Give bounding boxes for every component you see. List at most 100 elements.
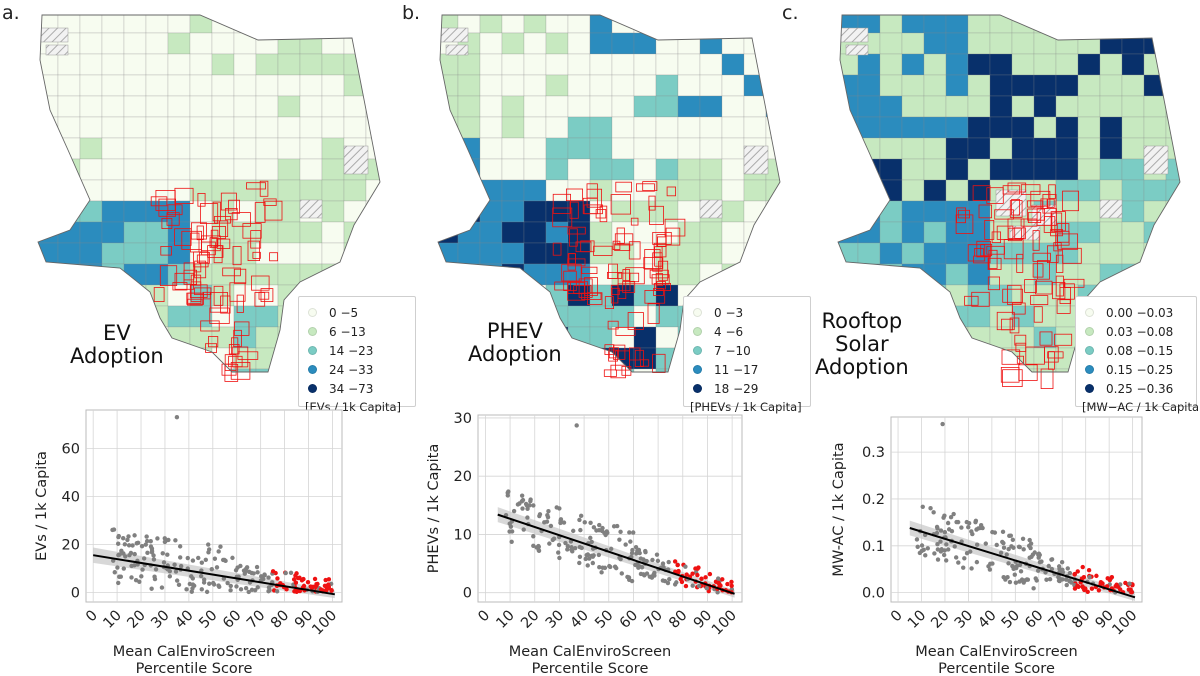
tract <box>1165 53 1180 76</box>
tract <box>945 158 969 181</box>
tract <box>277 242 301 265</box>
tract <box>633 95 657 118</box>
plot-area <box>477 414 743 603</box>
x-axis-label: Percentile Score <box>136 661 253 676</box>
tract <box>567 368 591 372</box>
tract <box>879 263 903 286</box>
legend-item: 0.00 −0.03 <box>1082 303 1190 322</box>
dac-tract-outline <box>996 311 1015 331</box>
county-outline <box>37 14 381 373</box>
tract <box>945 74 969 97</box>
tract <box>365 158 380 181</box>
dac-tract-outline <box>1002 369 1023 388</box>
tract <box>38 284 59 307</box>
tract <box>277 53 301 76</box>
tract <box>1121 95 1145 118</box>
x-axis-label: Mean CalEnviroScreen <box>509 644 671 660</box>
data-point <box>1067 570 1073 576</box>
tract <box>299 263 323 286</box>
data-point <box>557 555 562 561</box>
data-point <box>519 493 525 498</box>
tract <box>479 32 503 55</box>
tract <box>721 137 745 160</box>
tract <box>945 137 969 160</box>
tract <box>633 32 657 55</box>
data-point <box>1003 577 1008 582</box>
x-tick-label: 0 <box>83 608 101 626</box>
tract <box>838 179 859 202</box>
tract <box>1143 179 1167 202</box>
dac-tract-outline <box>655 273 663 287</box>
tract <box>277 347 301 370</box>
data-point <box>137 579 142 584</box>
data-point <box>1004 552 1009 557</box>
data-point <box>199 560 205 565</box>
tract <box>321 263 345 286</box>
tract <box>299 53 323 76</box>
y-tick-label: 0 <box>71 585 80 601</box>
tract <box>989 116 1013 139</box>
tract <box>901 200 925 223</box>
x-tick-label: 10 <box>905 608 929 632</box>
tract <box>677 116 701 139</box>
tract <box>923 95 947 118</box>
data-point <box>578 513 584 519</box>
data-point <box>966 521 972 526</box>
tract <box>457 179 481 202</box>
tract <box>438 284 459 307</box>
tract <box>123 200 147 223</box>
tract <box>765 137 780 160</box>
dac-tract-outline <box>651 274 670 285</box>
tract <box>743 242 767 265</box>
tract <box>945 242 969 265</box>
data-point <box>190 576 195 581</box>
data-point <box>589 539 594 545</box>
tract <box>1077 221 1101 244</box>
data-point <box>141 556 147 561</box>
dac-tract-outline <box>971 291 990 307</box>
legend-unit-label: [PHEVs / 1k Capita] <box>690 400 802 414</box>
dac-tract-outline <box>628 347 641 361</box>
tract <box>79 284 103 307</box>
dac-tract-outline <box>653 287 664 296</box>
dac-tract-outline <box>194 260 207 279</box>
data-point <box>116 534 121 540</box>
tract <box>101 53 125 76</box>
data-point <box>617 537 622 542</box>
data-point <box>266 589 271 594</box>
dac-tract-outline <box>1016 253 1024 273</box>
x-tick-label: 70 <box>642 608 666 632</box>
data-point <box>578 527 583 533</box>
data-point <box>120 536 126 541</box>
data-point <box>132 533 137 538</box>
tract <box>101 368 125 372</box>
dac-tract-outline <box>258 291 270 300</box>
data-point <box>198 573 204 579</box>
x-tick-label: 60 <box>617 608 641 632</box>
dac-tract-outline <box>247 240 261 262</box>
tract <box>838 284 859 307</box>
tract <box>901 179 925 202</box>
data-point <box>1027 537 1032 543</box>
data-point <box>951 511 956 517</box>
legend-item: 6 −13 <box>305 322 409 341</box>
tract <box>967 284 991 307</box>
tract <box>989 158 1013 181</box>
dac-tract-outline <box>166 212 180 226</box>
data-point <box>943 558 949 563</box>
tract <box>479 158 503 181</box>
legend-swatch <box>308 365 317 374</box>
tract <box>545 221 569 244</box>
data-point <box>915 544 920 550</box>
no-data-area <box>1169 27 1180 65</box>
legend-label: 0.03 −0.08 <box>1106 324 1174 339</box>
tract <box>501 137 525 160</box>
dac-tract-outline <box>617 283 627 299</box>
data-point <box>696 583 702 589</box>
data-point <box>652 570 657 576</box>
tract <box>79 74 103 97</box>
tract <box>1121 116 1145 139</box>
tract <box>233 137 257 160</box>
data-point <box>159 585 165 590</box>
tract <box>1143 263 1167 286</box>
